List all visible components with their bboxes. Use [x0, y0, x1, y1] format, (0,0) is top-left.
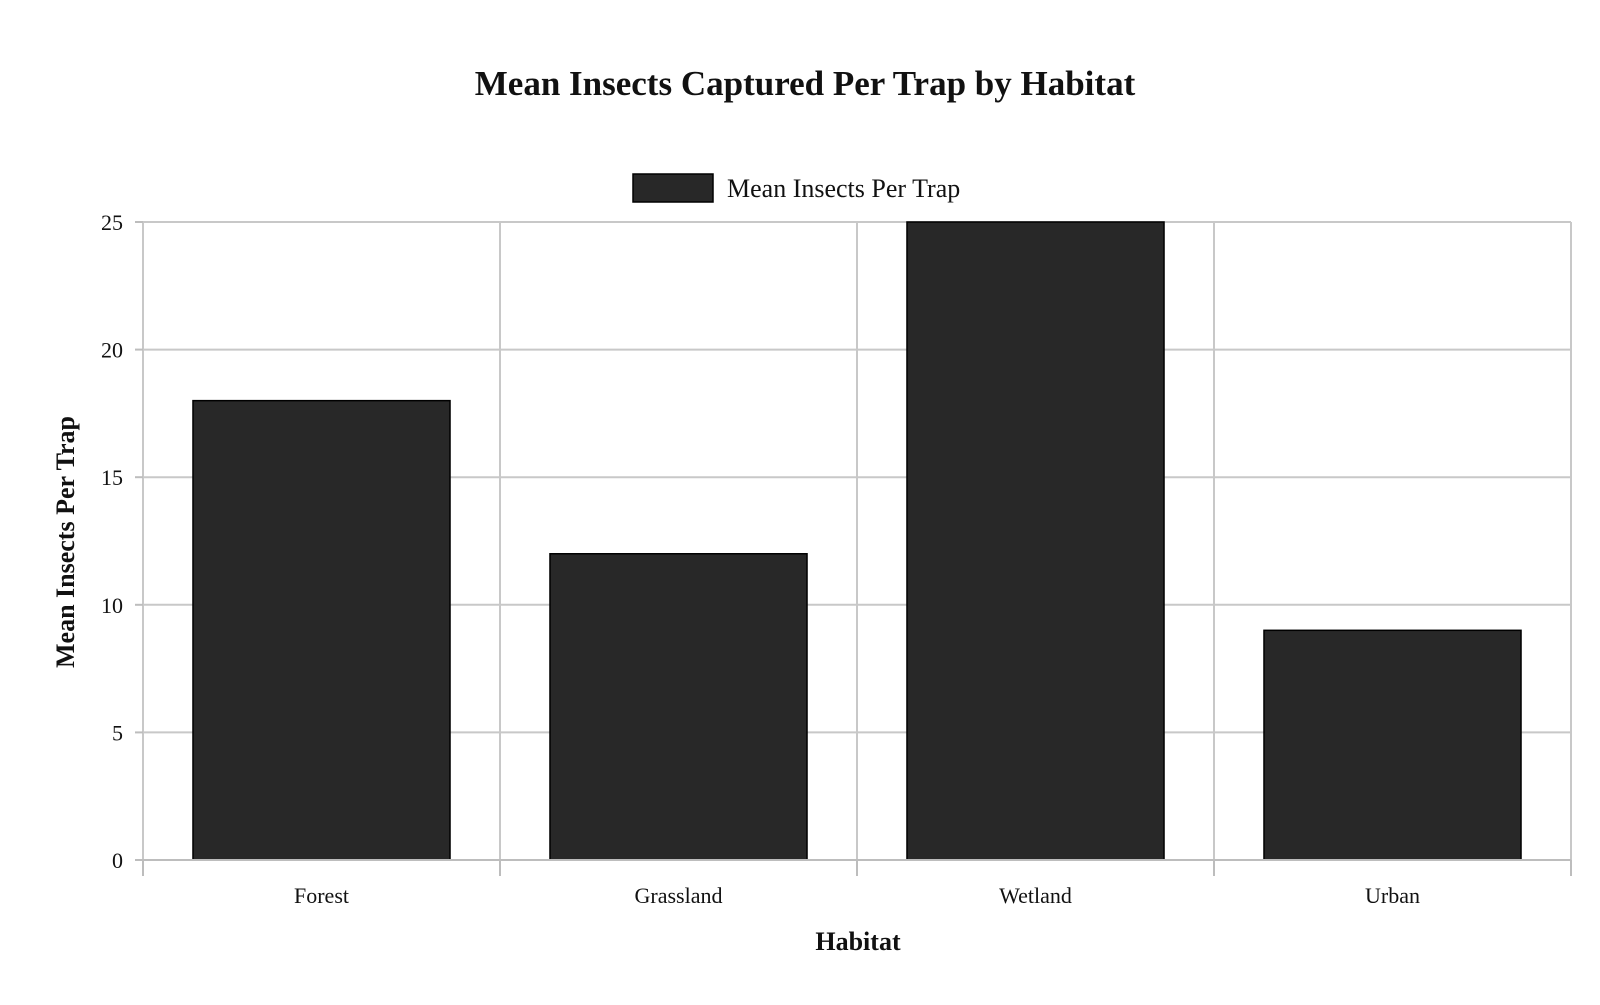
y-tick-label: 10: [101, 593, 123, 618]
x-tick-labels: Forest Grassland Wetland Urban: [294, 883, 1420, 908]
chart-title: Mean Insects Captured Per Trap by Habita…: [475, 64, 1136, 103]
y-tick-label: 15: [101, 465, 123, 490]
y-axis-title: Mean Insects Per Trap: [51, 416, 80, 668]
legend-swatch: [632, 173, 714, 203]
y-tick-label: 0: [112, 848, 123, 873]
legend[interactable]: Mean Insects Per Trap: [632, 173, 960, 203]
legend-label: Mean Insects Per Trap: [727, 174, 960, 203]
bar-wetland[interactable]: [906, 221, 1165, 861]
x-tick-label: Urban: [1365, 883, 1420, 908]
bar-grassland[interactable]: [549, 553, 808, 861]
y-tick-label: 25: [101, 210, 123, 235]
axes: [135, 221, 1572, 876]
y-tick-label: 20: [101, 338, 123, 363]
bar-forest[interactable]: [192, 399, 451, 861]
bar-urban[interactable]: [1263, 629, 1522, 861]
x-tick-label: Wetland: [999, 883, 1072, 908]
x-tick-label: Grassland: [635, 883, 723, 908]
x-axis-title: Habitat: [815, 927, 901, 956]
bars: [192, 221, 1522, 861]
x-tick-label: Forest: [294, 883, 349, 908]
y-tick-label: 5: [112, 720, 123, 745]
y-tick-labels: 0 5 10 15 20 25: [101, 210, 123, 873]
